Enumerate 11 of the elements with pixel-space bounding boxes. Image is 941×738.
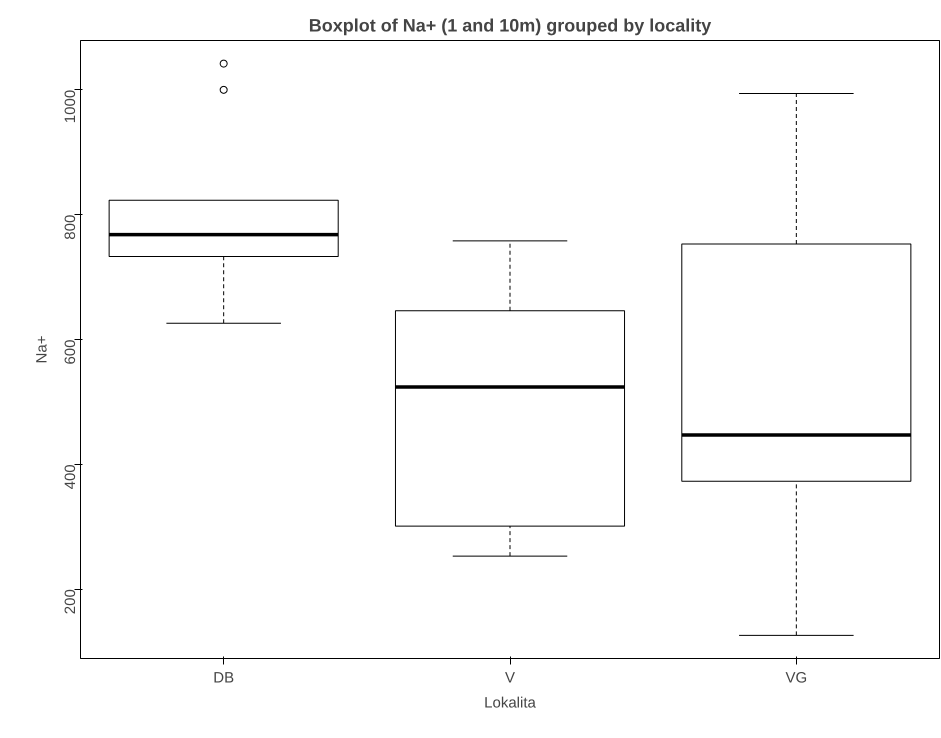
y-tick-label: 1000 <box>62 90 79 124</box>
y-tick-label: 400 <box>62 464 79 490</box>
x-tick-label: VG <box>785 670 808 686</box>
y-tick-label: 200 <box>62 589 79 614</box>
y-tick-label: 600 <box>62 340 79 365</box>
y-axis-title: Na+ <box>34 335 50 364</box>
x-axis-title: Lokalita <box>484 694 537 712</box>
x-tick-label: V <box>505 670 516 686</box>
y-tick-label: 800 <box>62 214 79 240</box>
x-tick-label: DB <box>213 670 234 686</box>
chart-title: Boxplot of Na+ (1 and 10m) grouped by locality <box>308 16 712 36</box>
